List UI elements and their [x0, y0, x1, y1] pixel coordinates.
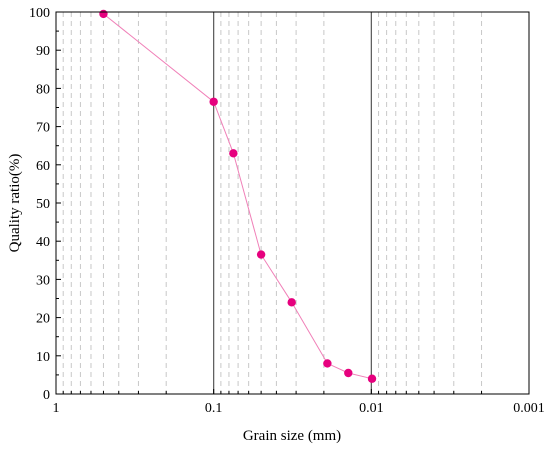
x-tick-label: 1: [53, 401, 60, 416]
data-point: [209, 97, 218, 106]
y-tick-label: 80: [36, 82, 50, 97]
axes: 1 0.1 0.01 0.001 0 10 20 30 40 50 60 70 80 90 100: [29, 6, 545, 416]
y-tick-label: 20: [36, 312, 50, 327]
data-point: [99, 9, 108, 19]
y-tick-label: 40: [36, 235, 50, 250]
x-axis-label: Grain size (mm): [243, 428, 341, 444]
y-tick-label: 50: [36, 197, 50, 212]
x-tick-label: 0.001: [513, 401, 545, 416]
y-tick-label: 30: [36, 273, 50, 288]
x-tick-label: 0.1: [205, 401, 223, 416]
x-tick-label: 0.01: [359, 401, 384, 416]
y-tick-label: 70: [36, 121, 50, 136]
data-point: [287, 298, 296, 307]
y-tick-label: 60: [36, 159, 50, 174]
plot-background: [56, 12, 529, 394]
data-point: [323, 359, 332, 368]
series-layer: [99, 9, 377, 383]
y-tick-label: 100: [29, 6, 50, 21]
data-point: [229, 149, 238, 158]
y-tick-label: 10: [36, 350, 50, 365]
y-tick-label: 0: [43, 388, 50, 403]
grid: [62, 12, 483, 394]
data-point: [344, 368, 353, 378]
y-tick-label: 90: [36, 44, 50, 59]
data-point: [256, 250, 266, 259]
y-axis-label: Quality ratio(%): [7, 154, 23, 253]
data-point: [367, 374, 377, 383]
